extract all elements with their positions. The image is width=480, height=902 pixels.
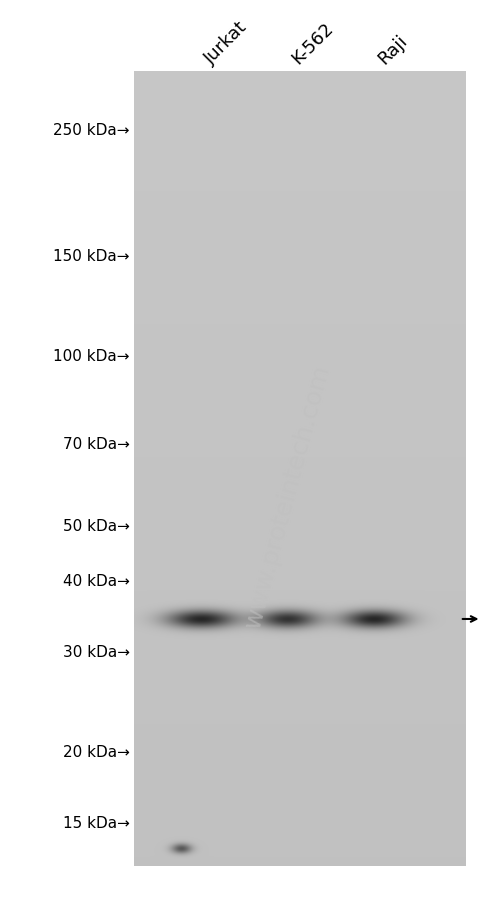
Text: www.proteintech.com: www.proteintech.com [241, 362, 335, 630]
Text: Jurkat: Jurkat [202, 18, 251, 68]
Text: 100 kDa→: 100 kDa→ [53, 348, 130, 364]
Text: 30 kDa→: 30 kDa→ [62, 645, 130, 659]
Bar [134, 72, 466, 866]
Text: Raji: Raji [374, 32, 411, 68]
Text: 40 kDa→: 40 kDa→ [63, 574, 130, 589]
Text: 250 kDa→: 250 kDa→ [53, 123, 130, 137]
Text: K-562: K-562 [288, 19, 336, 68]
Text: 70 kDa→: 70 kDa→ [63, 436, 130, 451]
Text: 150 kDa→: 150 kDa→ [53, 248, 130, 263]
Text: 50 kDa→: 50 kDa→ [63, 519, 130, 534]
Text: 15 kDa→: 15 kDa→ [63, 815, 130, 831]
Text: 20 kDa→: 20 kDa→ [63, 744, 130, 759]
